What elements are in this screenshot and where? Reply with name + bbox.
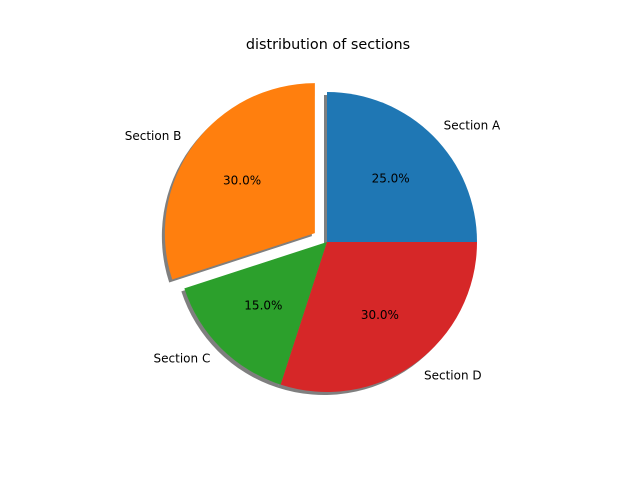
pie-slices [165, 83, 477, 392]
pct-label-section-c: 15.0% [244, 299, 282, 313]
pct-label-section-b: 30.0% [223, 173, 261, 187]
slice-label-section-b: Section B [125, 129, 182, 143]
pct-label-section-d: 30.0% [361, 308, 399, 322]
slice-label-section-c: Section C [154, 352, 211, 366]
slice-label-section-d: Section D [424, 368, 482, 382]
pct-label-section-a: 25.0% [372, 171, 410, 185]
chart-title: distribution of sections [246, 37, 410, 53]
pie-slice-section-a [327, 92, 477, 242]
slice-label-section-a: Section A [444, 118, 501, 132]
